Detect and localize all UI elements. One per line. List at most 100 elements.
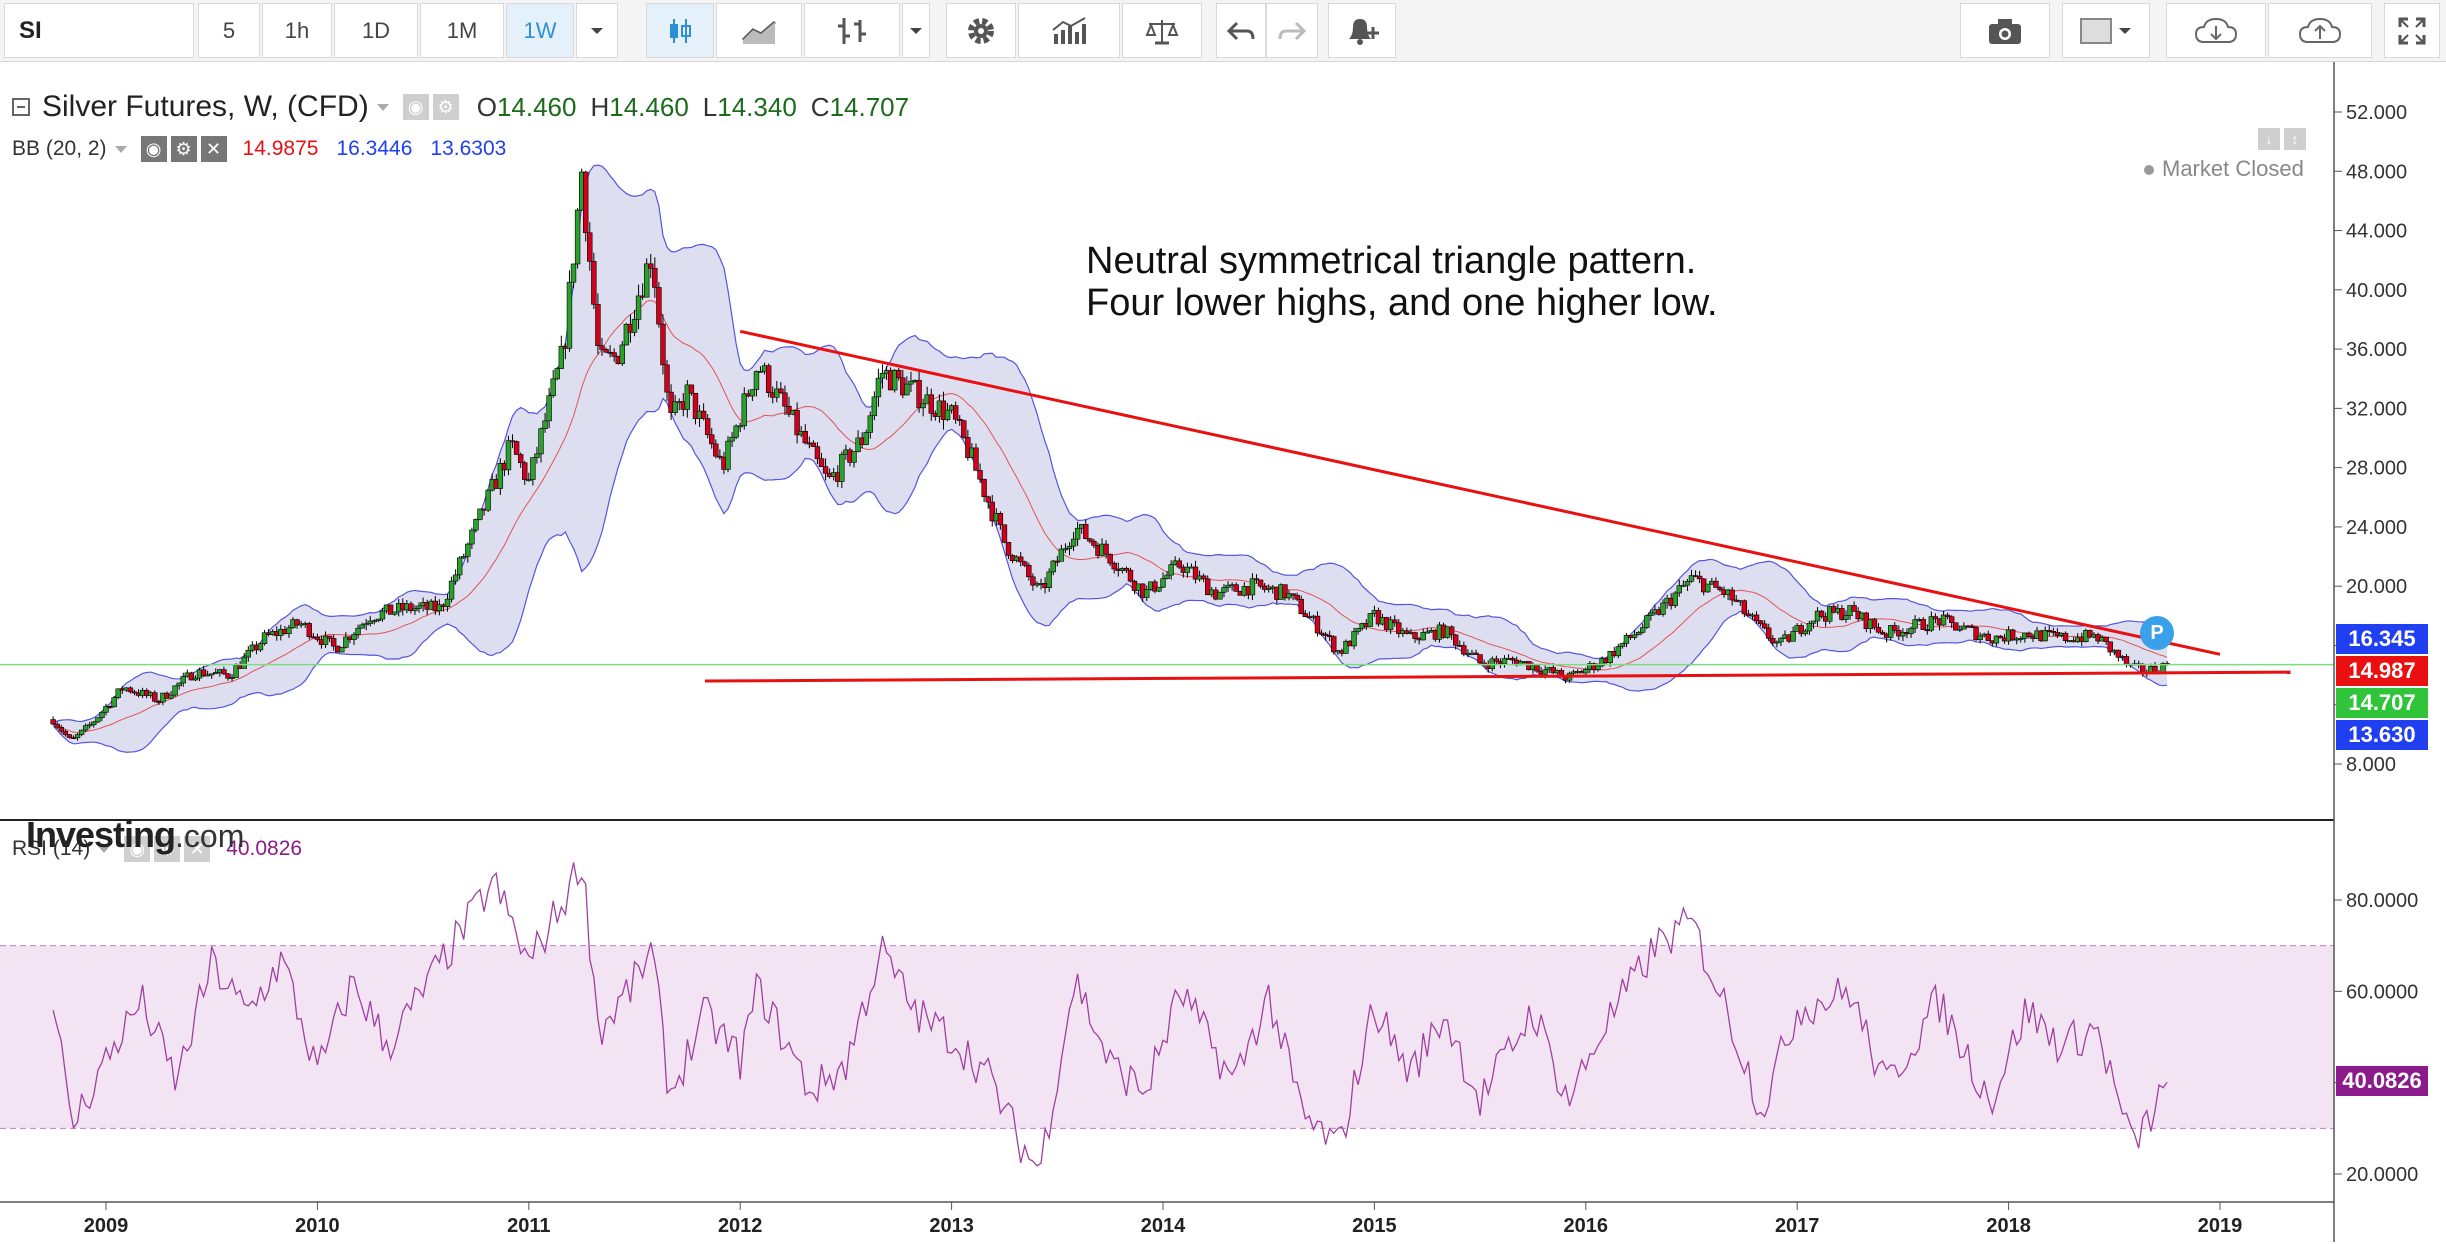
candle-body xyxy=(91,721,97,726)
candle-body xyxy=(522,462,528,480)
candle-body xyxy=(871,396,878,417)
chart-area[interactable]: 8.00012.00016.00020.00024.00028.00032.00… xyxy=(0,62,2446,1244)
candle-body xyxy=(1961,625,1967,630)
line-style-button[interactable] xyxy=(716,3,802,58)
compare-button[interactable] xyxy=(1122,3,1202,58)
chevron-down-icon[interactable] xyxy=(98,845,111,853)
gear-icon[interactable]: ⚙ xyxy=(154,836,181,862)
bb-fill xyxy=(53,165,2168,753)
candle-body xyxy=(1757,620,1764,625)
undo-button[interactable] xyxy=(1216,3,1266,58)
eye-icon[interactable]: ◉ xyxy=(124,836,151,862)
settings-button[interactable] xyxy=(946,3,1016,58)
candle-body xyxy=(1623,635,1630,644)
candle-body xyxy=(782,392,788,407)
candle-body xyxy=(1266,588,1272,590)
chevron-down-icon[interactable] xyxy=(114,145,127,153)
indicators-button[interactable] xyxy=(1018,3,1120,58)
candle-body xyxy=(1257,579,1264,587)
save-layout-button[interactable] xyxy=(2268,3,2372,58)
candle-body xyxy=(570,263,577,283)
candle-body xyxy=(1660,602,1666,615)
interval-5-button[interactable]: 5 xyxy=(198,3,260,58)
candle-body xyxy=(1253,578,1260,581)
time-tick-label: 2019 xyxy=(2198,1215,2243,1237)
redo-button[interactable] xyxy=(1266,3,1318,58)
arrow-expand-icon[interactable]: ↕ xyxy=(2284,128,2306,150)
price-axis[interactable]: 8.00012.00016.00020.00024.00028.00032.00… xyxy=(2334,102,2407,776)
toolbar: SI 5 1h 1D 1M 1W xyxy=(0,0,2446,62)
arrow-down-icon[interactable]: ↓ xyxy=(2258,128,2280,150)
time-tick-label: 2016 xyxy=(1564,1215,1609,1237)
investing-logo: Investing.com xyxy=(26,814,245,855)
candle-body xyxy=(753,371,760,390)
candle-body xyxy=(497,462,504,489)
candle-body xyxy=(1619,643,1626,647)
candle-body xyxy=(688,384,695,394)
gear-icon[interactable]: ⚙ xyxy=(432,94,459,120)
candle-body xyxy=(1396,622,1402,634)
collapse-legend-icon[interactable] xyxy=(12,98,30,116)
candle-body xyxy=(233,665,239,678)
background-color-button[interactable] xyxy=(2062,3,2150,58)
candle-body xyxy=(1944,614,1951,618)
candle-body xyxy=(700,410,707,419)
candle-body xyxy=(794,410,800,436)
candle-body xyxy=(2042,630,2048,642)
candle-body xyxy=(294,619,300,626)
gear-icon[interactable]: ⚙ xyxy=(170,136,197,162)
candle-body xyxy=(692,392,699,419)
camera-icon xyxy=(1987,17,2023,45)
candle-body xyxy=(1074,527,1081,540)
time-axis[interactable]: 2009 2010 2011 2012 2013 2014 2015 2016 2017 2018… xyxy=(84,1202,2243,1237)
candle-body xyxy=(452,574,459,582)
price-pane[interactable] xyxy=(0,164,2334,753)
time-tick-label: 2015 xyxy=(1352,1215,1397,1237)
interval-1m-button[interactable]: 1M xyxy=(420,3,504,58)
close-icon[interactable]: ✕ xyxy=(200,136,227,162)
candle-body xyxy=(1026,565,1032,578)
interval-1h-button[interactable]: 1h xyxy=(262,3,332,58)
rsi-pane[interactable] xyxy=(0,862,2334,1167)
close-icon[interactable]: ✕ xyxy=(184,836,211,862)
candlestick-icon xyxy=(665,16,695,46)
candle-body xyxy=(704,418,711,436)
candle-body xyxy=(225,673,231,679)
price-tick-label: 36.000 xyxy=(2346,339,2407,361)
snapshot-button[interactable] xyxy=(1960,3,2050,58)
candle-body xyxy=(1932,616,1939,620)
interval-1w-button[interactable]: 1W xyxy=(506,3,574,58)
main-legend: Silver Futures, W, (CFD) ◉ ⚙ O14.460 H14… xyxy=(12,90,923,124)
candle-body xyxy=(306,623,312,638)
rsi-label: RSI (14) xyxy=(12,837,91,860)
candle-body xyxy=(1225,584,1231,588)
chart-style-dropdown[interactable] xyxy=(902,3,930,58)
chart-canvas[interactable]: 8.00012.00016.00020.00024.00028.00032.00… xyxy=(0,62,2446,1244)
chevron-down-icon[interactable] xyxy=(376,103,389,111)
candle-body xyxy=(2018,638,2024,640)
candle-body xyxy=(1489,658,1495,669)
candle-body xyxy=(473,519,479,531)
symbol-input[interactable]: SI xyxy=(4,3,194,58)
chart-annotation[interactable]: Neutral symmetrical triangle pattern. Fo… xyxy=(1086,240,1718,324)
candle-body xyxy=(2103,637,2109,643)
candle-body xyxy=(583,171,589,234)
candle-body xyxy=(599,345,605,350)
candle-body xyxy=(961,420,967,438)
candle-body xyxy=(1083,524,1089,539)
candle-body xyxy=(1331,636,1337,653)
eye-icon[interactable]: ◉ xyxy=(402,94,429,120)
candle-body xyxy=(1688,575,1695,582)
bar-style-button[interactable] xyxy=(804,3,900,58)
interval-dropdown[interactable] xyxy=(576,3,618,58)
candle-body xyxy=(1046,571,1052,589)
eye-icon[interactable]: ◉ xyxy=(140,136,167,162)
load-layout-button[interactable] xyxy=(2166,3,2266,58)
alert-button[interactable] xyxy=(1328,3,1396,58)
candle-body xyxy=(1001,524,1008,543)
interval-1d-button[interactable]: 1D xyxy=(334,3,418,58)
candles-style-button[interactable] xyxy=(646,3,714,58)
pattern-marker-icon[interactable]: P xyxy=(2140,616,2174,650)
fullscreen-button[interactable] xyxy=(2384,3,2440,58)
